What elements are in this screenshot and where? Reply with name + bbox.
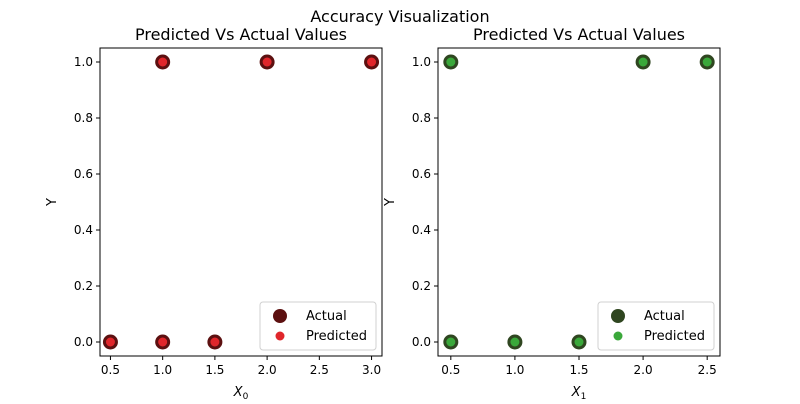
legend: Actual Predicted bbox=[259, 301, 377, 351]
predicted-point bbox=[702, 57, 712, 67]
x-axis-label-subscript: 1 bbox=[581, 392, 587, 400]
legend: Actual Predicted bbox=[597, 301, 715, 351]
y-tick-label: 0.4 bbox=[74, 223, 93, 237]
x-tick-label: 0.5 bbox=[441, 363, 460, 377]
predicted-point bbox=[262, 57, 272, 67]
y-tick-label: 0.6 bbox=[412, 167, 431, 181]
legend-actual-label: Actual bbox=[306, 309, 347, 324]
predicted-point bbox=[158, 57, 168, 67]
predicted-point bbox=[367, 57, 377, 67]
y-tick-label: 1.0 bbox=[74, 55, 93, 69]
x-tick-label: 0.5 bbox=[101, 363, 120, 377]
y-tick-label: 0.6 bbox=[74, 167, 93, 181]
predicted-point bbox=[158, 337, 168, 347]
x-axis-label-subscript: 0 bbox=[243, 392, 249, 400]
y-axis-label: Y bbox=[383, 198, 398, 207]
y-tick-label: 0.0 bbox=[412, 335, 431, 349]
y-tick-label: 0.4 bbox=[412, 223, 431, 237]
predicted-point bbox=[510, 337, 520, 347]
predicted-point bbox=[446, 57, 456, 67]
y-tick-label: 0.8 bbox=[412, 111, 431, 125]
legend-box bbox=[259, 301, 377, 351]
subplot-0: Predicted Vs Actual Values 0.5 1.0 1.5 2.0 2.… bbox=[45, 25, 383, 402]
legend-predicted-label: Predicted bbox=[306, 329, 367, 344]
y-tick-label: 0.2 bbox=[412, 279, 431, 293]
legend-box bbox=[597, 301, 715, 351]
legend-actual-marker bbox=[273, 309, 287, 323]
x-tick-label: 2.5 bbox=[310, 363, 329, 377]
y-tick-label: 0.8 bbox=[74, 111, 93, 125]
y-axis-label: Y bbox=[45, 198, 60, 207]
x-axis-label: X0 bbox=[233, 385, 249, 400]
predicted-point bbox=[446, 337, 456, 347]
legend-actual-marker bbox=[611, 309, 625, 323]
legend-predicted-label: Predicted bbox=[644, 329, 705, 344]
x-tick-label: 1.5 bbox=[569, 363, 588, 377]
predicted-point bbox=[210, 337, 220, 347]
legend-actual-label: Actual bbox=[644, 309, 685, 324]
subplot-1: Predicted Vs Actual Values 0.5 1.0 1.5 2.0 2.… bbox=[383, 25, 721, 402]
y-tick-label: 0.2 bbox=[74, 279, 93, 293]
x-axis-label-main: X bbox=[571, 385, 582, 400]
x-tick-label: 1.5 bbox=[205, 363, 224, 377]
y-tick-label: 0.0 bbox=[74, 335, 93, 349]
subplot-title: Predicted Vs Actual Values bbox=[473, 25, 685, 44]
x-tick-label: 2.5 bbox=[698, 363, 717, 377]
predicted-point bbox=[638, 57, 648, 67]
x-axis-label: X1 bbox=[571, 385, 587, 400]
subplot-title: Predicted Vs Actual Values bbox=[135, 25, 347, 44]
x-tick-label: 3.0 bbox=[362, 363, 381, 377]
x-tick-label: 2.0 bbox=[634, 363, 653, 377]
x-tick-label: 1.0 bbox=[153, 363, 172, 377]
predicted-point bbox=[105, 337, 115, 347]
predicted-point bbox=[574, 337, 584, 347]
axes-frame bbox=[99, 47, 383, 357]
legend-predicted-marker bbox=[275, 331, 285, 341]
x-axis-label-main: X bbox=[233, 385, 244, 400]
figure-suptitle: Accuracy Visualization bbox=[310, 7, 489, 26]
legend-predicted-marker bbox=[613, 331, 623, 341]
x-tick-label: 1.0 bbox=[505, 363, 524, 377]
x-tick-label: 2.0 bbox=[258, 363, 277, 377]
y-tick-label: 1.0 bbox=[412, 55, 431, 69]
